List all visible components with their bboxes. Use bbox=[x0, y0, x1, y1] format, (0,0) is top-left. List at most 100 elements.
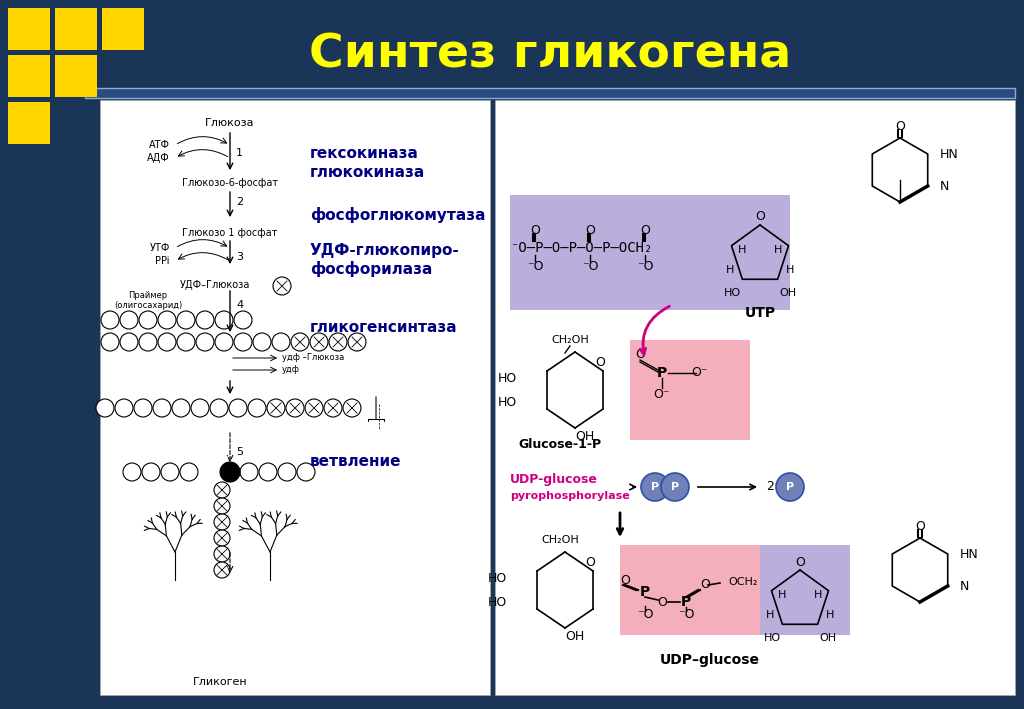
Text: 2: 2 bbox=[236, 197, 243, 207]
Text: HO: HO bbox=[764, 633, 780, 643]
Text: P: P bbox=[671, 482, 679, 492]
Circle shape bbox=[153, 399, 171, 417]
Circle shape bbox=[343, 399, 361, 417]
Circle shape bbox=[120, 311, 138, 329]
Text: O: O bbox=[795, 555, 805, 569]
Circle shape bbox=[196, 333, 214, 351]
Text: Праймер
(олигосахарид): Праймер (олигосахарид) bbox=[114, 291, 182, 310]
Text: O: O bbox=[915, 520, 925, 532]
Bar bbox=[760, 545, 850, 635]
Text: Гликоген: Гликоген bbox=[193, 677, 248, 687]
Text: гликогенсинтаза: гликогенсинтаза bbox=[310, 320, 458, 335]
Circle shape bbox=[348, 333, 366, 351]
Text: УДФ–Глюкоза: УДФ–Глюкоза bbox=[180, 280, 250, 290]
Circle shape bbox=[229, 399, 247, 417]
Text: OH: OH bbox=[779, 288, 797, 298]
Text: ⁻O: ⁻O bbox=[637, 608, 653, 622]
Text: CH₂OH: CH₂OH bbox=[541, 535, 579, 545]
Circle shape bbox=[291, 333, 309, 351]
Circle shape bbox=[215, 311, 233, 329]
Circle shape bbox=[214, 482, 230, 498]
Text: ⁻O: ⁻O bbox=[582, 259, 598, 272]
Circle shape bbox=[253, 333, 271, 351]
Circle shape bbox=[273, 277, 291, 295]
Text: O: O bbox=[895, 120, 905, 133]
Text: 2: 2 bbox=[766, 481, 774, 493]
Text: P: P bbox=[681, 595, 691, 609]
Circle shape bbox=[329, 333, 347, 351]
Text: гексокиназа
глюкокиназа: гексокиназа глюкокиназа bbox=[310, 146, 425, 180]
Circle shape bbox=[214, 530, 230, 546]
Circle shape bbox=[120, 333, 138, 351]
Bar bbox=[620, 545, 760, 635]
Circle shape bbox=[248, 399, 266, 417]
Text: Глюкозо 1 фосфат: Глюкозо 1 фосфат bbox=[182, 228, 278, 238]
Circle shape bbox=[214, 498, 230, 514]
Text: АТФ: АТФ bbox=[150, 140, 170, 150]
Text: O: O bbox=[530, 223, 540, 237]
Text: OH: OH bbox=[565, 630, 585, 642]
Circle shape bbox=[240, 463, 258, 481]
Circle shape bbox=[278, 463, 296, 481]
Circle shape bbox=[220, 462, 240, 482]
Text: H: H bbox=[726, 265, 734, 275]
Text: P: P bbox=[656, 366, 667, 380]
Circle shape bbox=[196, 311, 214, 329]
Text: АДФ: АДФ bbox=[147, 153, 170, 163]
Text: H: H bbox=[778, 590, 786, 600]
Text: O: O bbox=[595, 355, 605, 369]
Bar bbox=[8, 55, 50, 97]
Text: UDP–glucose: UDP–glucose bbox=[660, 653, 760, 667]
Text: 3: 3 bbox=[236, 252, 243, 262]
Bar bbox=[55, 55, 97, 97]
Text: HO: HO bbox=[487, 571, 507, 584]
Text: O: O bbox=[621, 574, 630, 586]
Bar bbox=[8, 102, 50, 144]
Circle shape bbox=[158, 311, 176, 329]
Text: 1: 1 bbox=[236, 148, 243, 158]
Text: H: H bbox=[738, 245, 746, 255]
Text: OH: OH bbox=[819, 633, 837, 643]
Text: Глюкоза: Глюкоза bbox=[205, 118, 255, 128]
Bar bbox=[8, 8, 50, 50]
Text: OCH₂: OCH₂ bbox=[728, 577, 758, 587]
Circle shape bbox=[134, 399, 152, 417]
Circle shape bbox=[142, 463, 160, 481]
Circle shape bbox=[177, 311, 195, 329]
Text: ⁻O: ⁻O bbox=[526, 259, 544, 272]
Text: HO: HO bbox=[723, 288, 740, 298]
Text: удф: удф bbox=[282, 366, 300, 374]
Text: фосфоглюкомутаза: фосфоглюкомутаза bbox=[310, 207, 485, 223]
Text: O: O bbox=[755, 211, 765, 223]
Text: Синтез гликогена: Синтез гликогена bbox=[309, 33, 792, 77]
Circle shape bbox=[324, 399, 342, 417]
Bar bbox=[510, 195, 790, 310]
Circle shape bbox=[123, 463, 141, 481]
Circle shape bbox=[191, 399, 209, 417]
Text: H: H bbox=[814, 590, 822, 600]
Text: ⁻O—P—O—P—O—P—OCH₂: ⁻O—P—O—P—O—P—OCH₂ bbox=[510, 241, 652, 255]
Circle shape bbox=[214, 546, 230, 562]
Circle shape bbox=[161, 463, 179, 481]
Bar bbox=[102, 8, 144, 50]
Circle shape bbox=[215, 333, 233, 351]
Circle shape bbox=[272, 333, 290, 351]
Text: O: O bbox=[585, 223, 595, 237]
Circle shape bbox=[158, 333, 176, 351]
Circle shape bbox=[234, 311, 252, 329]
Text: O: O bbox=[657, 596, 667, 608]
Circle shape bbox=[214, 562, 230, 578]
Text: HN: HN bbox=[940, 147, 958, 160]
Circle shape bbox=[662, 473, 689, 501]
Text: 5: 5 bbox=[236, 447, 243, 457]
Circle shape bbox=[180, 463, 198, 481]
Text: N: N bbox=[940, 179, 949, 193]
Circle shape bbox=[234, 333, 252, 351]
Text: УДФ-глюкопиро-
фосфорилаза: УДФ-глюкопиро- фосфорилаза bbox=[310, 242, 460, 277]
Text: H: H bbox=[766, 610, 774, 620]
Circle shape bbox=[305, 399, 323, 417]
Circle shape bbox=[214, 514, 230, 530]
Circle shape bbox=[641, 473, 669, 501]
Circle shape bbox=[96, 399, 114, 417]
Text: pyrophosphorylase: pyrophosphorylase bbox=[510, 491, 630, 501]
